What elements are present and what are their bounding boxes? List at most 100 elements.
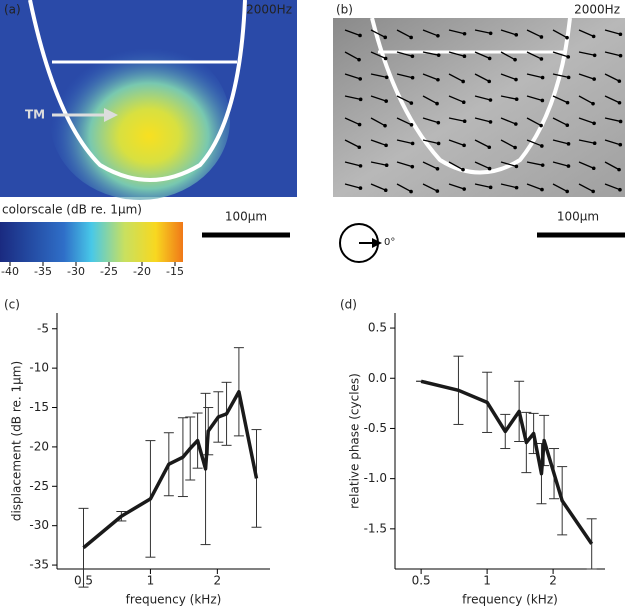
vector-head xyxy=(461,167,465,172)
vector-arrow xyxy=(526,139,543,147)
vector-arrow xyxy=(552,29,568,39)
vector-arrow xyxy=(448,51,465,57)
vector-arrow xyxy=(370,29,386,38)
vector-arrow xyxy=(500,29,517,36)
vector-arrow xyxy=(526,117,542,127)
vector-arrow xyxy=(422,139,439,145)
vector-head xyxy=(539,35,544,39)
vector-head xyxy=(358,33,362,38)
vector-arrow xyxy=(604,161,620,171)
vector-arrow xyxy=(500,73,517,81)
vector-arrow xyxy=(604,95,620,104)
y-tick-label: -20 xyxy=(29,439,49,453)
frequency-label: 2000Hz xyxy=(246,3,292,17)
vector-arrow xyxy=(422,73,439,81)
vector-arrow xyxy=(448,139,465,146)
vector-head xyxy=(358,186,363,190)
vector-arrow xyxy=(552,51,569,58)
vector-arrow xyxy=(552,183,568,192)
x-tick-label: 1 xyxy=(147,574,155,588)
vector-head xyxy=(539,123,543,128)
vector-arrow xyxy=(370,51,386,60)
vector-head xyxy=(592,53,597,58)
vector-head xyxy=(488,98,493,102)
vector-head xyxy=(618,32,623,37)
vector-head xyxy=(540,144,544,148)
vector-arrow xyxy=(604,29,621,35)
y-tick-label: -15 xyxy=(29,400,49,414)
y-axis-label: displacement (dB re. 1µm) xyxy=(10,361,24,521)
vector-arrow xyxy=(396,95,412,104)
vector-arrow xyxy=(604,183,621,191)
vector-arrow xyxy=(526,183,543,191)
x-tick-label: 0.5 xyxy=(412,574,431,588)
vector-arrow xyxy=(344,73,361,80)
x-axis-label: frequency (kHz) xyxy=(126,593,222,607)
vector-head xyxy=(617,79,622,83)
vector-head xyxy=(410,75,415,80)
vector-head xyxy=(462,54,467,59)
vector-arrow xyxy=(526,29,542,38)
vector-head xyxy=(591,34,596,39)
vector-head xyxy=(618,187,622,192)
colorbar-title: colorscale (dB re. 1µm) xyxy=(2,203,142,217)
vector-arrow xyxy=(370,117,386,127)
vector-arrow xyxy=(422,183,438,192)
y-tick-label: -0.5 xyxy=(364,421,387,435)
vector-arrow xyxy=(344,161,361,167)
vector-head xyxy=(436,120,441,125)
vector-head xyxy=(357,57,361,62)
y-axis-label: relative phase (cycles) xyxy=(348,373,362,509)
vector-head xyxy=(514,164,519,169)
vector-arrow xyxy=(604,73,620,82)
vector-head xyxy=(591,166,596,171)
vector-arrow xyxy=(396,29,412,39)
vector-head xyxy=(383,35,388,40)
vector-head xyxy=(410,141,415,146)
vector-arrow xyxy=(552,161,569,167)
vector-arrow xyxy=(578,95,594,105)
vector-arrow xyxy=(474,29,491,34)
vector-head xyxy=(383,123,387,128)
vector-head xyxy=(617,167,621,172)
vector-head xyxy=(565,189,569,194)
vector-arrow xyxy=(344,117,360,126)
vector-head xyxy=(435,101,439,106)
vector-head xyxy=(514,33,519,37)
vector-arrow xyxy=(526,73,543,79)
y-tick-label: -1.5 xyxy=(364,521,387,535)
vector-head xyxy=(462,31,467,36)
vector-arrow xyxy=(370,95,387,102)
frequency-label: 2000Hz xyxy=(574,3,620,17)
vector-arrow xyxy=(500,161,517,168)
vector-arrow xyxy=(474,95,491,101)
tm-label: TM xyxy=(25,108,45,122)
colorbar-tick-label: -20 xyxy=(133,265,151,278)
vector-arrow xyxy=(578,51,595,56)
vector-head xyxy=(539,57,544,61)
vector-arrow xyxy=(500,139,516,149)
vector-arrow xyxy=(604,51,621,57)
vector-head xyxy=(540,187,544,192)
vector-arrow xyxy=(344,29,361,37)
vector-head xyxy=(514,77,518,82)
vector-head xyxy=(488,185,493,190)
y-tick-label: -10 xyxy=(29,361,49,375)
vector-arrow xyxy=(370,183,386,191)
panel-label: (d) xyxy=(340,298,357,312)
vector-arrow xyxy=(448,95,465,103)
data-line xyxy=(420,379,594,545)
panel-label: (c) xyxy=(4,298,20,312)
vector-head xyxy=(540,75,545,80)
vector-arrow xyxy=(474,117,491,123)
colorbar-tick-label: -25 xyxy=(100,265,118,278)
panel-b-image xyxy=(333,17,625,197)
vector-arrow xyxy=(474,51,490,59)
vector-head xyxy=(617,100,622,105)
vector-arrow xyxy=(370,139,387,146)
y-tick-label: -35 xyxy=(29,558,49,572)
vector-arrow xyxy=(448,161,464,171)
vector-head xyxy=(513,145,517,150)
vector-head xyxy=(514,122,518,126)
vector-arrow xyxy=(500,117,517,125)
